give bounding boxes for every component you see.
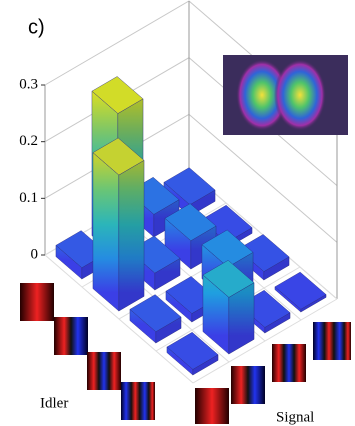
chart: 0 0.1 0.2 0.3 c) Idler Signal [0, 0, 355, 426]
bar-shade [119, 160, 144, 311]
mode-image [87, 352, 121, 390]
x-axis-label: Idler [40, 395, 68, 411]
z-tick-label: 0 [31, 246, 39, 262]
page: {"chart_data": {"type": "bar3d", "label"… [0, 0, 355, 426]
bar [93, 138, 144, 311]
mode-image [313, 322, 351, 360]
mode-image [54, 317, 88, 355]
mode-image [195, 388, 229, 424]
z-tick-label: 0.2 [19, 133, 38, 149]
mode-image [20, 283, 54, 321]
mode-image [231, 366, 265, 404]
mode-image [121, 382, 155, 420]
mode-image [272, 344, 306, 382]
bar [167, 332, 218, 375]
inset-image [223, 55, 348, 135]
panel-label: c) [28, 16, 45, 38]
inset-lobe [274, 59, 326, 131]
z-tick-label: 0.3 [19, 76, 38, 92]
z-tick-label: 0.1 [19, 190, 38, 206]
bar-face [93, 153, 119, 311]
y-axis-label: Signal [276, 409, 314, 425]
